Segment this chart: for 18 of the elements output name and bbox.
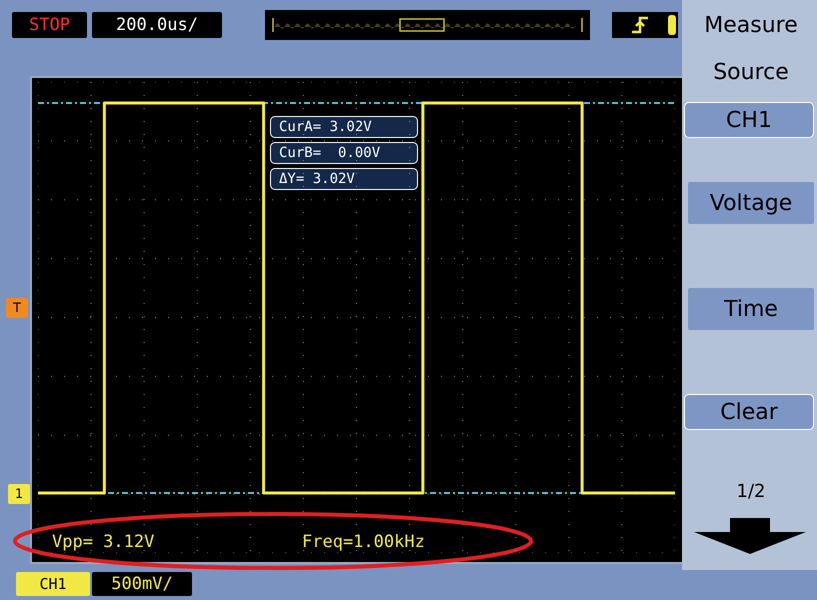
text: STOP — [12, 12, 87, 38]
readout-box: CurB= 0.00V — [270, 142, 418, 164]
text: 1 — [8, 484, 30, 504]
text: Clear — [684, 394, 814, 430]
text: Vpp= 3.12V — [52, 531, 156, 554]
text: Voltage — [688, 182, 814, 224]
text: Freq=1.00kHz — [302, 531, 426, 554]
text: 200.0us/ — [92, 12, 222, 38]
text: 1/2 — [736, 480, 766, 504]
text: Time — [688, 288, 814, 330]
text: T — [6, 298, 28, 318]
text: Measure — [688, 8, 814, 42]
text: CH1 — [684, 102, 814, 138]
text: CH1 — [16, 572, 90, 596]
readout-box: ΔY= 3.02V — [270, 168, 418, 190]
readout-box: CurA= 3.02V — [270, 116, 418, 138]
text: 500mV/ — [92, 572, 192, 596]
text: Source — [688, 52, 814, 92]
